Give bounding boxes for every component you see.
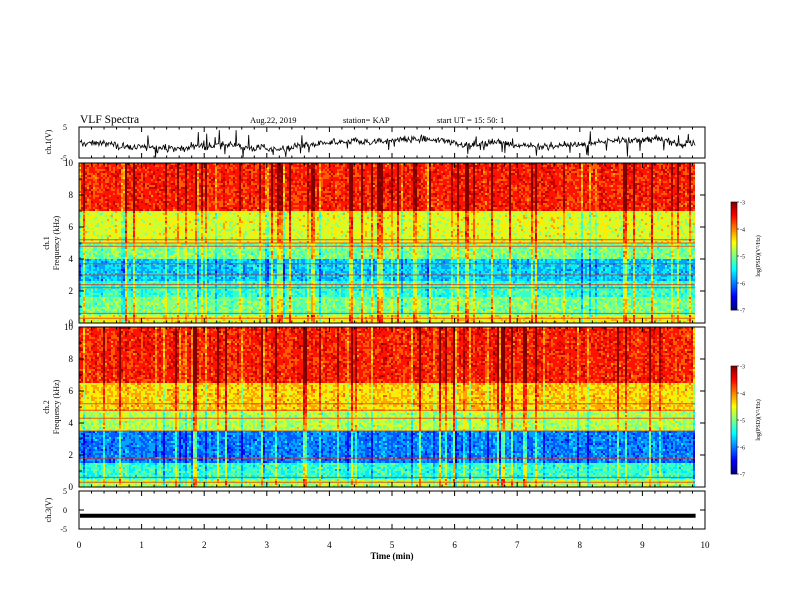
time-axis-tick-label: 6 (452, 540, 457, 550)
ch1-colorbar-tick-label: -6 (740, 282, 745, 288)
ch1-colorbar: -3 -4 -5 -6 -7 log(PSD)(V²/Hz) (730, 201, 762, 315)
ch2-colorbar: -3 -4 -5 -6 -7 log(PSD)(V²/Hz) (730, 365, 762, 479)
ch2-spectrogram-image (79, 327, 695, 487)
ch3-waveform-ylabel: ch.3(V) (44, 497, 53, 522)
ch1-waveform-ylabel: ch.1(V) (44, 129, 53, 154)
ch3-waveform-frame (78, 490, 706, 530)
ch1-colorbar-tick-label: -5 (740, 255, 745, 261)
ch2-colorbar-tick-label: -7 (740, 473, 745, 479)
ch1-spectrogram-ytick-label: 0 (69, 318, 74, 328)
ch2-colorbar-tick-label: -5 (740, 419, 745, 425)
ch2-spectrogram-ytick-label: 0 (69, 482, 74, 492)
time-axis-tick-label: 7 (515, 540, 520, 550)
ch2-spectrogram-ylabel: ch.2 Frequency (kHz) (42, 379, 61, 434)
time-axis-tick-label: 8 (578, 540, 583, 550)
ch3-waveform-ticks: 5 0 -5 (60, 487, 706, 534)
ch2-spectrogram-panel: 0 2 4 6 8 10 ch.2 Frequency (kHz) -3 -4 -5 -6 -7 lo… (42, 322, 762, 492)
ch1-spectrogram-ytick-label: 8 (69, 190, 74, 200)
ch1-waveform-panel: 5 -5 ch.1(V) (44, 123, 706, 163)
ch2-colorbar-tick-label: -3 (740, 365, 745, 371)
ch2-colorbar-tick-label: -6 (740, 446, 745, 452)
ch3-waveform-ytick-label: 5 (63, 487, 67, 496)
ch1-spectrogram-ytick-label: 6 (69, 222, 74, 232)
ch2-spectrogram-ticks: 0 2 4 6 8 10 (64, 322, 706, 492)
ch3-waveform-ytick-label: 0 (63, 506, 67, 515)
header-station: station= KAP (343, 115, 390, 125)
ch1-colorbar-tick-label: -3 (740, 201, 745, 207)
ch3-waveform-panel: 5 0 -5 ch.3(V) 0 1 2 3 4 5 6 7 8 9 10 Time (min) (44, 487, 710, 561)
ch1-spectrogram-ylabel-channel: ch.1 (42, 236, 51, 250)
ch1-waveform-ytick-label: 5 (63, 123, 67, 132)
ch3-waveform-ytick-label: -5 (60, 525, 67, 534)
ch2-spectrogram-ytick-label: 10 (64, 322, 74, 332)
ch1-waveform-ytick-label: -5 (60, 154, 67, 163)
time-axis-tick-label: 2 (202, 540, 207, 550)
ch1-spectrogram-ticks: 0 2 4 6 8 10 (64, 158, 706, 328)
ch1-spectrogram-ytick-label: 4 (69, 254, 74, 264)
ch1-spectrogram-ylabel: ch.1 Frequency (kHz) (42, 215, 61, 270)
time-axis-tick-label: 4 (327, 540, 332, 550)
ch1-colorbar-label: log(PSD)(V²/Hz) (755, 235, 762, 276)
ch1-colorbar-tick-label: -7 (740, 309, 745, 315)
ch2-spectrogram-ytick-label: 4 (69, 418, 74, 428)
header-start-time: start UT = 15: 50: 1 (437, 115, 504, 125)
figure-title: VLF Spectra (80, 114, 139, 126)
ch2-colorbar-label: log(PSD)(V²/Hz) (755, 399, 762, 440)
time-axis-tick-label: 9 (640, 540, 645, 550)
ch2-spectrogram-ylabel-channel: ch.2 (42, 400, 51, 414)
header-date: Aug.22, 2019 (250, 115, 297, 125)
time-axis-tick-label: 5 (390, 540, 395, 550)
ch1-waveform-line (79, 130, 696, 158)
time-axis-tick-label: 10 (701, 540, 711, 550)
ch1-spectrogram-image (79, 163, 695, 323)
ch1-spectrogram-ylabel-frequency: Frequency (kHz) (52, 215, 61, 270)
ch1-spectrogram-panel: 0 2 4 6 8 10 ch.1 Frequency (kHz) -3 -4 -5 -6 -7 lo… (42, 158, 762, 328)
ch2-spectrogram-ytick-label: 6 (69, 386, 74, 396)
time-axis-tick-label: 3 (265, 540, 270, 550)
ch1-spectrogram-ytick-label: 2 (69, 286, 74, 296)
ch1-spectrogram-ytick-label: 10 (64, 158, 74, 168)
time-axis-tick-labels: 0 1 2 3 4 5 6 7 8 9 10 (77, 540, 710, 550)
ch2-spectrogram-ytick-label: 8 (69, 354, 74, 364)
time-axis-tick-label: 0 (77, 540, 82, 550)
ch1-colorbar-tick-label: -4 (740, 228, 745, 234)
ch1-waveform-ticks: 5 -5 (60, 123, 706, 163)
time-axis-label: Time (min) (370, 551, 413, 561)
ch1-waveform-trace (79, 130, 696, 158)
ch2-spectrogram-ytick-label: 2 (69, 450, 74, 460)
ch2-colorbar-tick-label: -4 (740, 392, 745, 398)
time-axis-tick-label: 1 (139, 540, 144, 550)
ch2-spectrogram-ylabel-frequency: Frequency (kHz) (52, 379, 61, 434)
